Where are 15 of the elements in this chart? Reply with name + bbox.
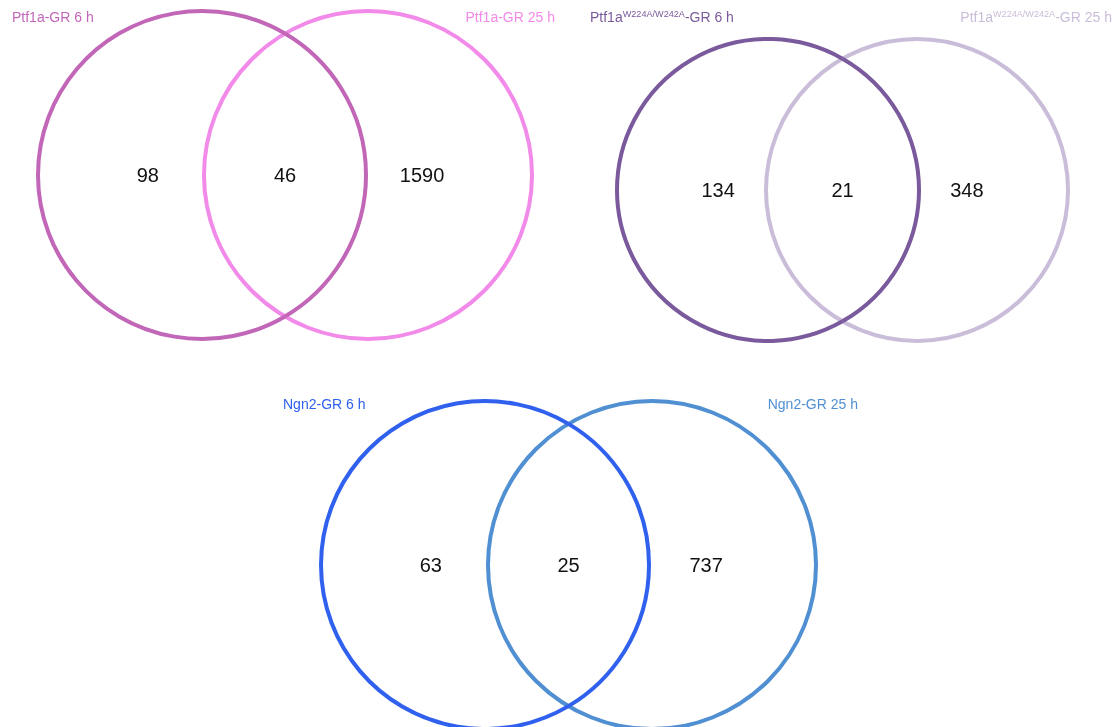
category-label: Ptf1a$^{W224A/W242A}$-GR 25 h <box>960 9 1112 25</box>
data-label: 348 <box>950 179 984 201</box>
category-label: Ngn2-GR 6 h <box>283 396 366 412</box>
data-label: 25 <box>557 554 580 576</box>
data-label: 63 <box>419 554 443 576</box>
data-label: 737 <box>689 554 723 576</box>
data-label: 98 <box>136 164 160 186</box>
category-label: Ngn2-GR 25 h <box>767 396 858 412</box>
category-label: Ptf1a-GR 25 h <box>465 9 555 25</box>
data-label: 21 <box>831 179 854 201</box>
category-label: Ptf1a$^{W224A/W242A}$-GR 6 h <box>590 9 734 25</box>
data-label: 46 <box>273 164 297 186</box>
category-label: Ptf1a-GR 6 h <box>12 9 94 25</box>
data-label: 134 <box>701 179 735 201</box>
data-label: 1590 <box>399 164 445 186</box>
